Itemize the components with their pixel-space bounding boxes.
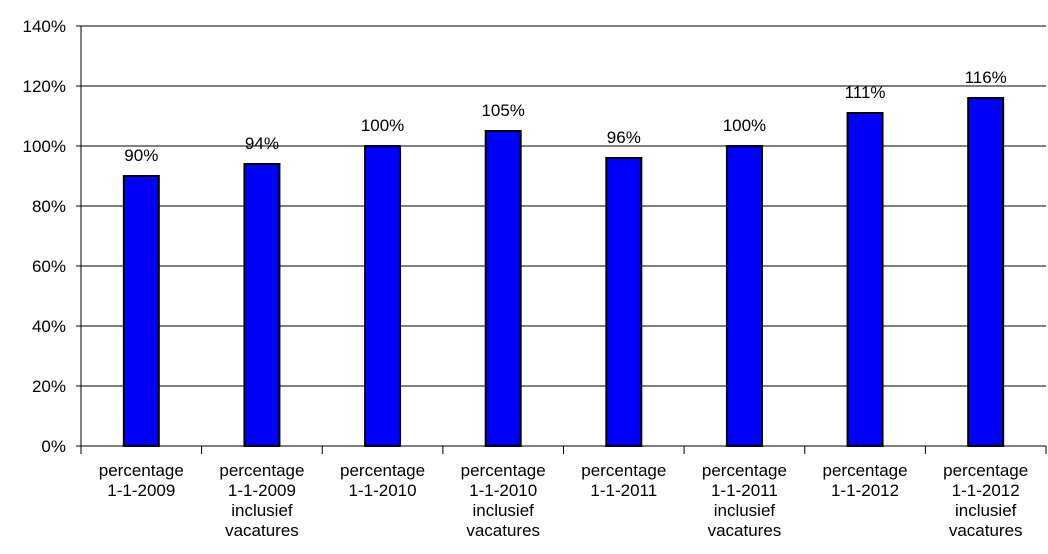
bars (122, 97, 1005, 447)
bar (725, 145, 763, 447)
x-category-label: percentage 1-1-2012 inclusief vacatures (943, 461, 1028, 540)
y-tick-label: 0% (41, 437, 66, 456)
y-tick-label: 60% (32, 257, 66, 276)
bar (967, 97, 1005, 447)
data-labels: 90% 94% 100% 105% 96% 100% 111% 116% (124, 68, 1007, 165)
x-category-labels: percentage 1-1-2009 percentage 1-1-2009 incl… (99, 461, 1028, 540)
bar (243, 163, 281, 447)
gridlines (81, 25, 1046, 387)
y-tick-labels: 0% 20% 40% 60% 80% 100% 120% 140% (23, 17, 66, 456)
x-category-label: percentage 1-1-2009 (99, 461, 184, 500)
x-category-label: percentage 1-1-2010 (340, 461, 425, 500)
x-category-label: percentage 1-1-2009 inclusief vacatures (219, 461, 304, 540)
x-category-label: percentage 1-1-2011 inclusief vacatures (702, 461, 787, 540)
y-tick-label: 100% (23, 137, 66, 156)
x-category-label: percentage 1-1-2011 (581, 461, 666, 500)
data-label: 111% (845, 83, 886, 102)
data-label: 96% (607, 128, 641, 147)
data-label: 90% (124, 146, 158, 165)
bar (605, 157, 643, 447)
data-label: 100% (361, 116, 404, 135)
x-category-label: percentage 1-1-2012 (823, 461, 908, 500)
y-tick-label: 120% (23, 77, 66, 96)
axes (76, 25, 1047, 454)
data-label: 100% (723, 116, 766, 135)
y-tick-label: 20% (32, 377, 66, 396)
data-label: 94% (245, 134, 279, 153)
y-tick-label: 40% (32, 317, 66, 336)
y-tick-label: 140% (23, 17, 66, 36)
x-category-label: percentage 1-1-2010 inclusief vacatures (461, 461, 546, 540)
y-tick-label: 80% (32, 197, 66, 216)
bar (122, 175, 160, 447)
bar (364, 145, 402, 447)
bar (846, 112, 884, 447)
data-label: 105% (481, 101, 524, 120)
bar (484, 130, 522, 447)
data-label: 116% (965, 68, 1007, 87)
